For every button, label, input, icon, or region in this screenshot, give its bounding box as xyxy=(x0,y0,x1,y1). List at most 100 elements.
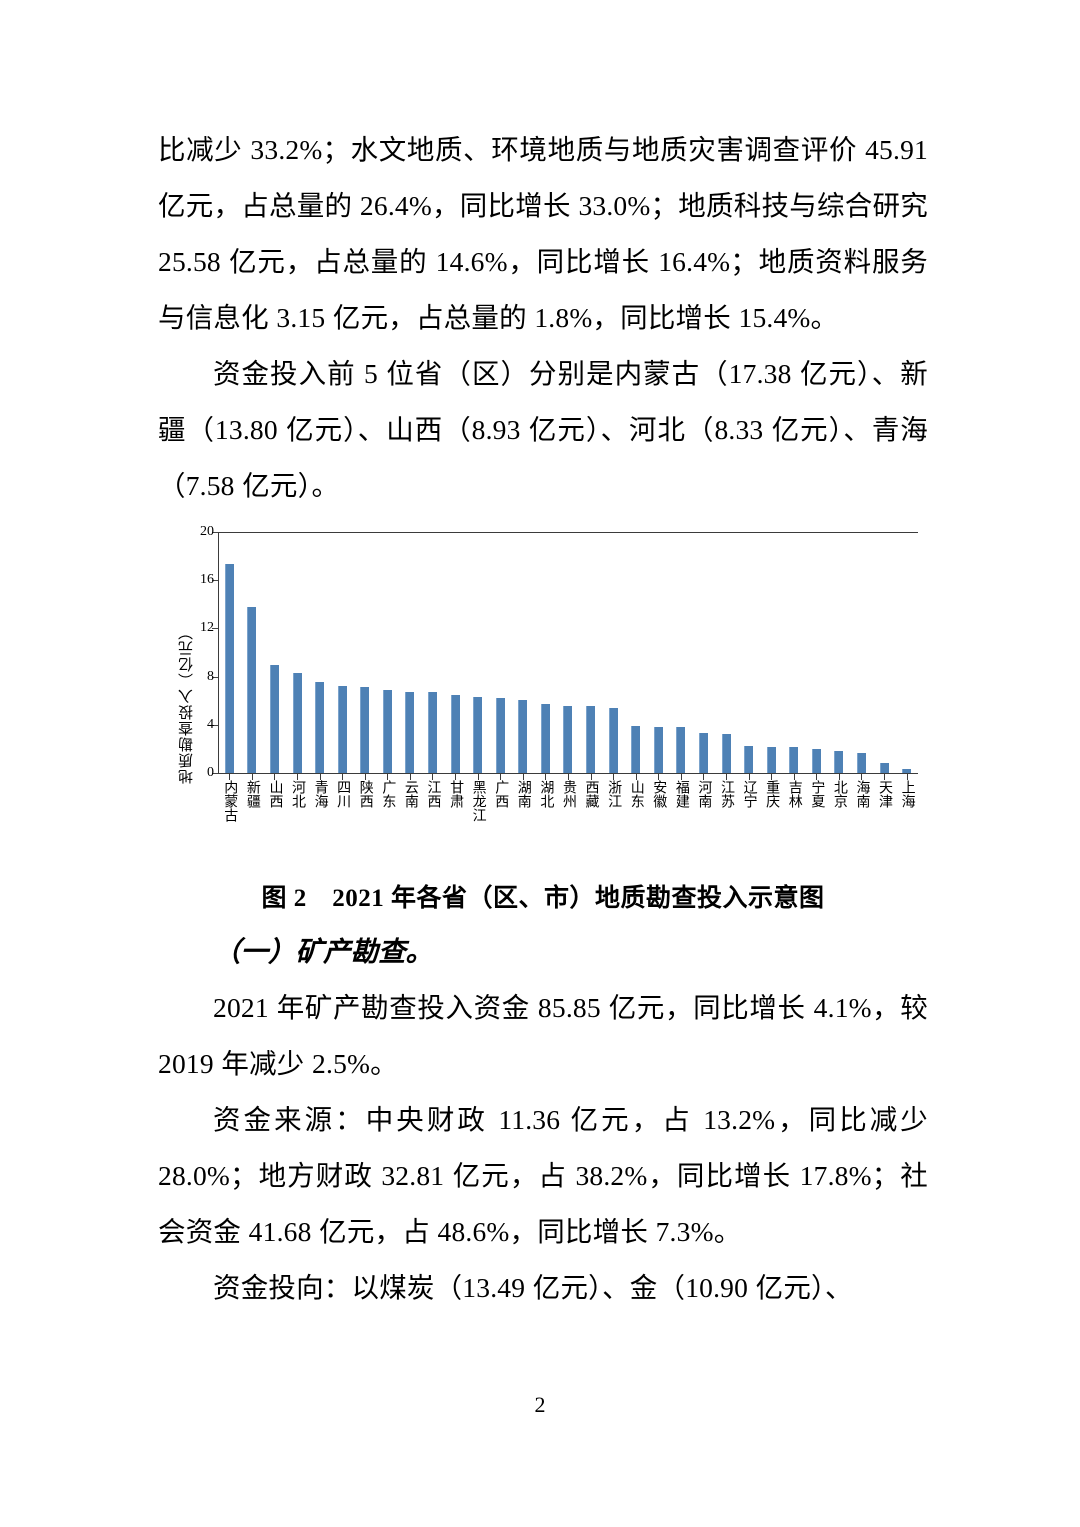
chart-bar-rect xyxy=(473,697,483,773)
chart-y-tick-label: 4 xyxy=(207,716,214,732)
chart-bar xyxy=(782,532,805,773)
paragraph-funding-direction: 资金投向：以煤炭（13.49 亿元）、金（10.90 亿元）、 xyxy=(213,1272,853,1303)
chart-plot-area: 0 4 8 12 16 20 xyxy=(200,525,918,780)
paragraph-funding-sources: 资金来源：中央财政 11.36 亿元，占 13.2%，同比减少 28.0%；地方… xyxy=(158,1104,928,1247)
chart-x-tick-label: 内蒙古 xyxy=(222,780,238,822)
chart-x-tick-label: 云南 xyxy=(402,780,418,808)
chart-x-tick xyxy=(737,774,760,781)
chart-y-axis-line xyxy=(218,532,220,774)
chart-bar xyxy=(512,532,535,773)
chart-x-label-slot: 陕西 xyxy=(353,780,376,870)
chart-bar xyxy=(850,532,873,773)
chart-x-label-slot: 浙江 xyxy=(602,780,625,870)
chart-x-tick xyxy=(534,774,557,781)
page-number: 2 xyxy=(534,1392,546,1417)
chart-x-tick xyxy=(421,774,444,781)
chart-x-label-slot: 广东 xyxy=(376,780,399,870)
chart-x-label-slot: 甘肃 xyxy=(444,780,467,870)
chart-x-tick-label: 山东 xyxy=(628,780,644,808)
chart-x-label-slot: 内蒙古 xyxy=(218,780,241,870)
chart-x-tick xyxy=(692,774,715,781)
chart-x-tick xyxy=(444,774,467,781)
chart-x-label-slot: 云南 xyxy=(399,780,422,870)
chart-x-tick-label: 辽宁 xyxy=(741,780,757,808)
chart-bar-rect xyxy=(292,672,302,773)
chart-bar-rect xyxy=(540,704,550,773)
chart-bar-rect xyxy=(766,746,776,773)
chart-x-tick-label: 江西 xyxy=(425,780,441,808)
chart-bar xyxy=(647,532,670,773)
chart-bar-rect xyxy=(608,707,618,773)
chart-x-tick xyxy=(873,774,896,781)
chart-bar xyxy=(670,532,693,773)
chart-bar-rect xyxy=(789,746,799,773)
chart-y-tick-marks xyxy=(211,532,218,774)
chart-bar-rect xyxy=(902,769,912,773)
chart-x-label-slot: 河北 xyxy=(286,780,309,870)
chart-y-tick-label: 20 xyxy=(200,524,214,539)
chart-x-tick-label: 湖南 xyxy=(515,780,531,808)
chart-x-tick-label: 甘肃 xyxy=(448,780,464,808)
chart-bar xyxy=(534,532,557,773)
chart-inner: 地质勘查投入（亿元） 0 4 8 12 16 20 内蒙古 新疆 山西 河北 青海 四川 陕西 广东 云南… xyxy=(170,524,926,874)
chart-x-label-slot: 山西 xyxy=(263,780,286,870)
chart-x-tick-label: 江苏 xyxy=(719,780,734,808)
figure-2-caption: 图 2 2021 年各省（区、市）地质勘查投入示意图 xyxy=(261,885,825,912)
chart-y-tick-labels: 0 4 8 12 16 20 xyxy=(184,525,214,780)
chart-y-tick-label: 16 xyxy=(200,572,214,588)
chart-x-label-slot: 天津 xyxy=(873,780,896,870)
chart-bar-rect xyxy=(518,699,528,773)
chart-x-tick-label: 山西 xyxy=(267,780,283,808)
chart-x-tick xyxy=(579,774,602,781)
chart-x-tick xyxy=(828,774,851,781)
chart-bar xyxy=(444,532,467,773)
chart-x-label-slot: 宁夏 xyxy=(805,780,828,870)
chart-bar-rect xyxy=(856,752,866,773)
chart-bar-rect xyxy=(676,727,686,773)
chart-bar xyxy=(421,532,444,773)
chart-x-tick xyxy=(241,774,264,781)
chart-bar xyxy=(737,532,760,773)
chart-x-tick-label: 西藏 xyxy=(583,780,599,808)
chart-x-tick xyxy=(624,774,647,781)
chart-bars xyxy=(218,532,918,773)
chart-x-tick xyxy=(850,774,873,781)
chart-bar-rect xyxy=(382,689,392,773)
chart-x-tick-label: 贵州 xyxy=(560,780,576,808)
chart-x-label-slot: 北京 xyxy=(828,780,851,870)
chart-x-label-slot: 重庆 xyxy=(760,780,783,870)
chart-x-label-slot: 上海 xyxy=(895,780,918,870)
chart-bar xyxy=(557,532,580,773)
chart-x-label-slot: 新疆 xyxy=(241,780,264,870)
chart-bar xyxy=(602,532,625,773)
chart-x-tick-marks xyxy=(218,774,918,781)
chart-bar xyxy=(895,532,918,773)
chart-x-tick xyxy=(218,774,241,781)
chart-bar xyxy=(331,532,354,773)
chart-x-tick-label: 四川 xyxy=(335,780,351,808)
figure-2-chart: 地质勘查投入（亿元） 0 4 8 12 16 20 内蒙古 新疆 山西 河北 青海 四川 陕西 广东 云南… xyxy=(158,524,928,874)
chart-x-label-slot: 广西 xyxy=(489,780,512,870)
chart-bar-rect xyxy=(450,695,460,773)
chart-x-axis-line xyxy=(218,772,918,774)
chart-bar-rect xyxy=(698,733,708,773)
chart-x-label-slot: 山东 xyxy=(624,780,647,870)
chart-bar xyxy=(692,532,715,773)
chart-bar xyxy=(624,532,647,773)
chart-x-tick-labels: 内蒙古 新疆 山西 河北 青海 四川 陕西 广东 云南 江西 甘肃 黑龙江 广西 湖南 湖北 贵州 西藏 浙江 山东… xyxy=(218,780,918,870)
chart-bar-rect xyxy=(721,733,731,773)
chart-x-label-slot: 福建 xyxy=(670,780,693,870)
chart-bar xyxy=(399,532,422,773)
chart-x-tick xyxy=(263,774,286,781)
chart-bar xyxy=(353,532,376,773)
chart-x-tick-label: 浙江 xyxy=(606,780,622,808)
chart-x-tick xyxy=(353,774,376,781)
chart-bar-rect xyxy=(631,726,641,773)
chart-bar-rect xyxy=(405,691,415,773)
chart-x-tick-label: 北京 xyxy=(831,780,847,808)
chart-bar xyxy=(489,532,512,773)
chart-x-tick xyxy=(512,774,535,781)
chart-bar xyxy=(579,532,602,773)
chart-x-label-slot: 海南 xyxy=(850,780,873,870)
